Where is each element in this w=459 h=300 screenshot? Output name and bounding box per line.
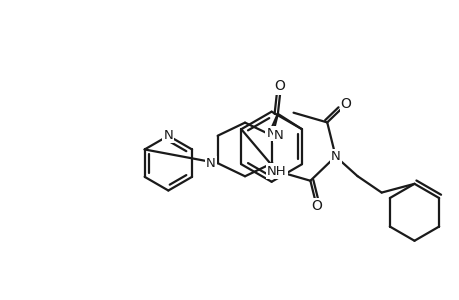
Text: N: N [163,129,173,142]
Text: O: O [274,80,285,94]
Text: O: O [311,199,321,213]
Text: N: N [266,127,275,140]
Text: NH: NH [266,164,286,178]
Text: N: N [330,150,340,163]
Text: O: O [340,97,351,111]
Text: N: N [206,157,215,169]
Text: N: N [274,129,283,142]
